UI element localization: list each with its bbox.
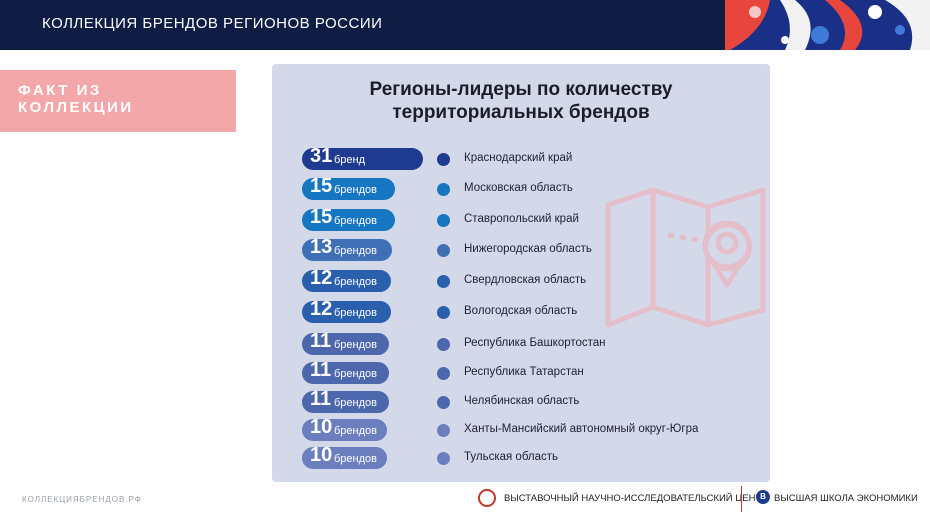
center-logo-icon <box>478 489 496 507</box>
brand-word: брендов <box>334 339 377 351</box>
brand-count: 12 <box>310 267 333 289</box>
region-name: Ханты-Мансийский автономный округ-Югра <box>464 423 699 435</box>
region-name: Челябинская область <box>464 395 580 407</box>
brand-word: брендов <box>334 307 377 319</box>
brand-count: 11 <box>310 330 332 352</box>
region-name: Ставропольский край <box>464 213 579 225</box>
region-dot-icon <box>437 367 450 380</box>
region-name: Свердловская область <box>464 274 587 286</box>
region-name: Тульская область <box>464 451 559 463</box>
brand-count-pill: 12 брендов <box>302 267 391 292</box>
brand-word: брендов <box>334 245 377 257</box>
footer-right-label: ВЫСШАЯ ШКОЛА ЭКОНОМИКИ <box>774 493 918 504</box>
brand-count: 15 <box>310 175 333 197</box>
region-name: Вологодская область <box>464 305 578 317</box>
fact-badge: ФАКТ ИЗ КОЛЛЕКЦИИ <box>0 70 236 132</box>
brand-count: 11 <box>310 388 332 410</box>
page-title: КОЛЛЕКЦИЯ БРЕНДОВ РЕГИОНОВ РОССИИ <box>42 15 383 32</box>
brand-count-pill: 13 брендов <box>302 236 393 261</box>
region-name: Нижегородская область <box>464 243 592 255</box>
brand-count-pill: 15 брендов <box>302 175 396 200</box>
brand-word: бренд <box>334 154 366 166</box>
brand-count-pill: 11 брендов <box>302 359 389 384</box>
region-dot-icon <box>437 153 450 166</box>
brand-count: 10 <box>310 444 333 466</box>
region-dot-icon <box>437 396 450 409</box>
brand-word: брендов <box>334 453 377 465</box>
brand-count-pill: 10 брендов <box>302 444 387 469</box>
brand-count-pill: 11 брендов <box>302 330 389 355</box>
region-dot-icon <box>437 183 450 196</box>
fact-badge-line1: ФАКТ ИЗ <box>18 82 102 99</box>
brand-count-pill: 12 брендов <box>302 298 391 323</box>
region-dot-icon <box>437 424 450 437</box>
brand-word: брендов <box>334 276 377 288</box>
fact-badge-line2: КОЛЛЕКЦИИ <box>18 99 134 116</box>
header-bar: КОЛЛЕКЦИЯ БРЕНДОВ РЕГИОНОВ РОССИИ <box>0 0 930 50</box>
region-dot-icon <box>437 306 450 319</box>
region-name: Республика Татарстан <box>464 366 584 378</box>
brand-count-pill: 11 брендов <box>302 388 389 413</box>
brand-count-pill: 31 бренд <box>302 145 423 170</box>
footer-center-label: ВЫСТАВОЧНЫЙ НАУЧНО-ИССЛЕДОВАТЕЛЬСКИЙ ЦЕН… <box>504 493 768 504</box>
brand-count-pill: 10 брендов <box>302 416 387 441</box>
brand-count: 10 <box>310 416 333 438</box>
floral-ornament <box>725 0 930 50</box>
region-name: Краснодарский край <box>464 152 573 164</box>
brand-count: 31 <box>310 145 333 167</box>
map-pin-icon <box>598 185 770 330</box>
region-name: Московская область <box>464 182 573 194</box>
brand-count: 13 <box>310 236 333 258</box>
brand-word: брендов <box>334 184 377 196</box>
brand-count: 15 <box>310 206 333 228</box>
region-dot-icon <box>437 452 450 465</box>
brand-word: брендов <box>334 425 377 437</box>
region-dot-icon <box>437 214 450 227</box>
brand-count: 12 <box>310 298 333 320</box>
region-dot-icon <box>437 244 450 257</box>
region-dot-icon <box>437 275 450 288</box>
card-title: Регионы-лидеры по количеству территориал… <box>272 78 770 124</box>
fact-badge-text: ФАКТ ИЗ КОЛЛЕКЦИИ <box>18 82 134 116</box>
brand-count: 11 <box>310 359 332 381</box>
footer-divider <box>741 486 742 512</box>
brand-word: брендов <box>334 397 377 409</box>
region-name: Республика Башкортостан <box>464 337 606 349</box>
footer-site: КОЛЛЕКЦИЯБРЕНДОВ.РФ <box>22 495 142 504</box>
brand-count-pill: 15 брендов <box>302 206 396 231</box>
hse-logo-icon: В <box>756 490 770 504</box>
card-title-line2: территориальных брендов <box>392 102 650 123</box>
brand-word: брендов <box>334 368 377 380</box>
region-dot-icon <box>437 338 450 351</box>
brand-word: брендов <box>334 215 377 227</box>
card-title-line1: Регионы-лидеры по количеству <box>369 79 673 100</box>
